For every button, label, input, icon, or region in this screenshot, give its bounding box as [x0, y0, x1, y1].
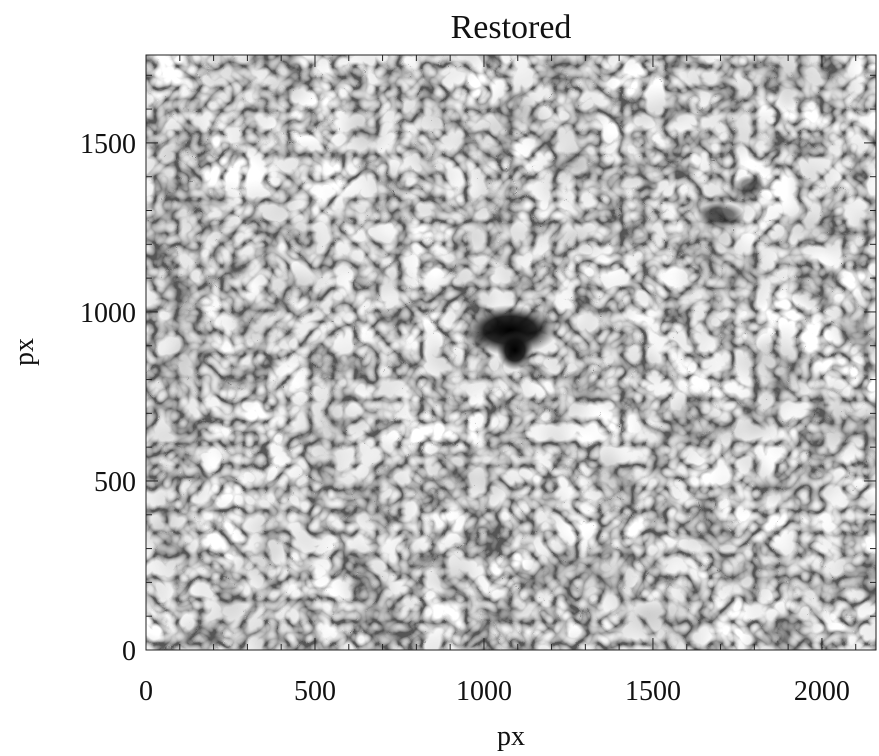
frame: [145, 54, 877, 651]
x-tick-label: 1000: [456, 676, 512, 707]
x-tick-label: 0: [139, 676, 153, 707]
pore: [695, 203, 745, 227]
sunspot: [497, 330, 533, 370]
y-tick-label: 1500: [80, 129, 136, 160]
y-tick-label: 500: [94, 467, 136, 498]
sunspot: [462, 305, 558, 355]
x-tick-label: 500: [294, 676, 336, 707]
x-tick-label: 1500: [625, 676, 681, 707]
chart-title: Restored: [451, 9, 572, 46]
x-tick-label: 2000: [794, 676, 850, 707]
y-tick-label: 0: [122, 636, 136, 667]
x-axis-label: px: [497, 721, 525, 751]
y-tick-label: 1000: [80, 298, 136, 329]
y-axis-label: px: [9, 338, 40, 366]
image: [146, 55, 876, 650]
pore: [735, 175, 765, 195]
